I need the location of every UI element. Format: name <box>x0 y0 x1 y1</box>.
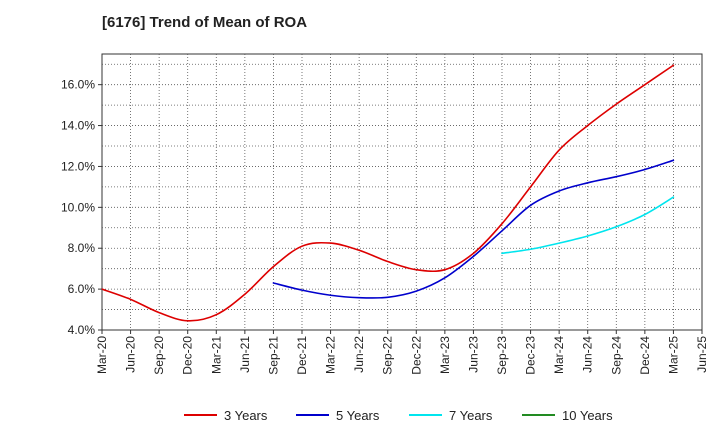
x-tick-label: Jun-24 <box>581 336 595 373</box>
x-tick-label: Jun-22 <box>352 336 366 373</box>
x-tick-label: Sep-23 <box>495 336 509 375</box>
x-tick-label: Mar-24 <box>552 336 566 374</box>
legend-label-3-years: 3 Years <box>224 408 268 423</box>
x-tick-label: Jun-21 <box>238 336 252 373</box>
x-tick-label: Jun-25 <box>695 336 709 373</box>
y-tick-label: 8.0% <box>68 241 96 255</box>
chart-title: [6176] Trend of Mean of ROA <box>102 14 308 31</box>
x-tick-label: Jun-20 <box>124 336 138 373</box>
x-tick-label: Dec-24 <box>638 336 652 375</box>
legend-label-7-years: 7 Years <box>449 408 493 423</box>
y-tick-label: 12.0% <box>61 159 95 173</box>
y-tick-label: 16.0% <box>61 78 95 92</box>
y-tick-label: 6.0% <box>68 282 96 296</box>
x-tick-label: Dec-23 <box>524 336 538 375</box>
y-axis: 4.0% 6.0% 8.0% 10.0% 12.0% 14.0% 16.0% <box>61 78 102 337</box>
x-tick-label: Mar-20 <box>95 336 109 374</box>
series-line-3-years <box>101 64 675 322</box>
y-tick-label: 14.0% <box>61 119 95 133</box>
x-tick-label: Sep-20 <box>152 336 166 375</box>
legend-label-5-years: 5 Years <box>336 408 380 423</box>
x-tick-label: Sep-21 <box>266 336 280 375</box>
x-tick-label: Dec-22 <box>409 336 423 375</box>
x-axis: Mar-20 Jun-20 Sep-20 Dec-20 Mar-21 Jun-21 Sep-… <box>95 330 709 375</box>
x-tick-label: Jun-23 <box>466 336 480 373</box>
y-tick-label: 10.0% <box>61 200 95 214</box>
y-tick-label: 4.0% <box>68 323 96 337</box>
x-tick-label: Dec-20 <box>181 336 195 375</box>
x-tick-label: Dec-21 <box>295 336 309 375</box>
plot-frame <box>101 53 703 331</box>
series-line-5-years <box>272 159 675 299</box>
x-tick-label: Mar-22 <box>324 336 338 374</box>
grid-layer <box>102 54 702 330</box>
x-tick-label: Mar-25 <box>666 336 680 374</box>
x-tick-label: Mar-23 <box>438 336 452 374</box>
legend-label-10-years: 10 Years <box>562 408 613 423</box>
x-tick-label: Mar-21 <box>209 336 223 374</box>
legend: 3 Years 5 Years 7 Years 10 Years <box>184 408 613 423</box>
x-tick-label: Sep-24 <box>609 336 623 375</box>
series-line-7-years <box>501 196 675 255</box>
series-layer <box>101 64 675 322</box>
x-tick-label: Sep-22 <box>381 336 395 375</box>
